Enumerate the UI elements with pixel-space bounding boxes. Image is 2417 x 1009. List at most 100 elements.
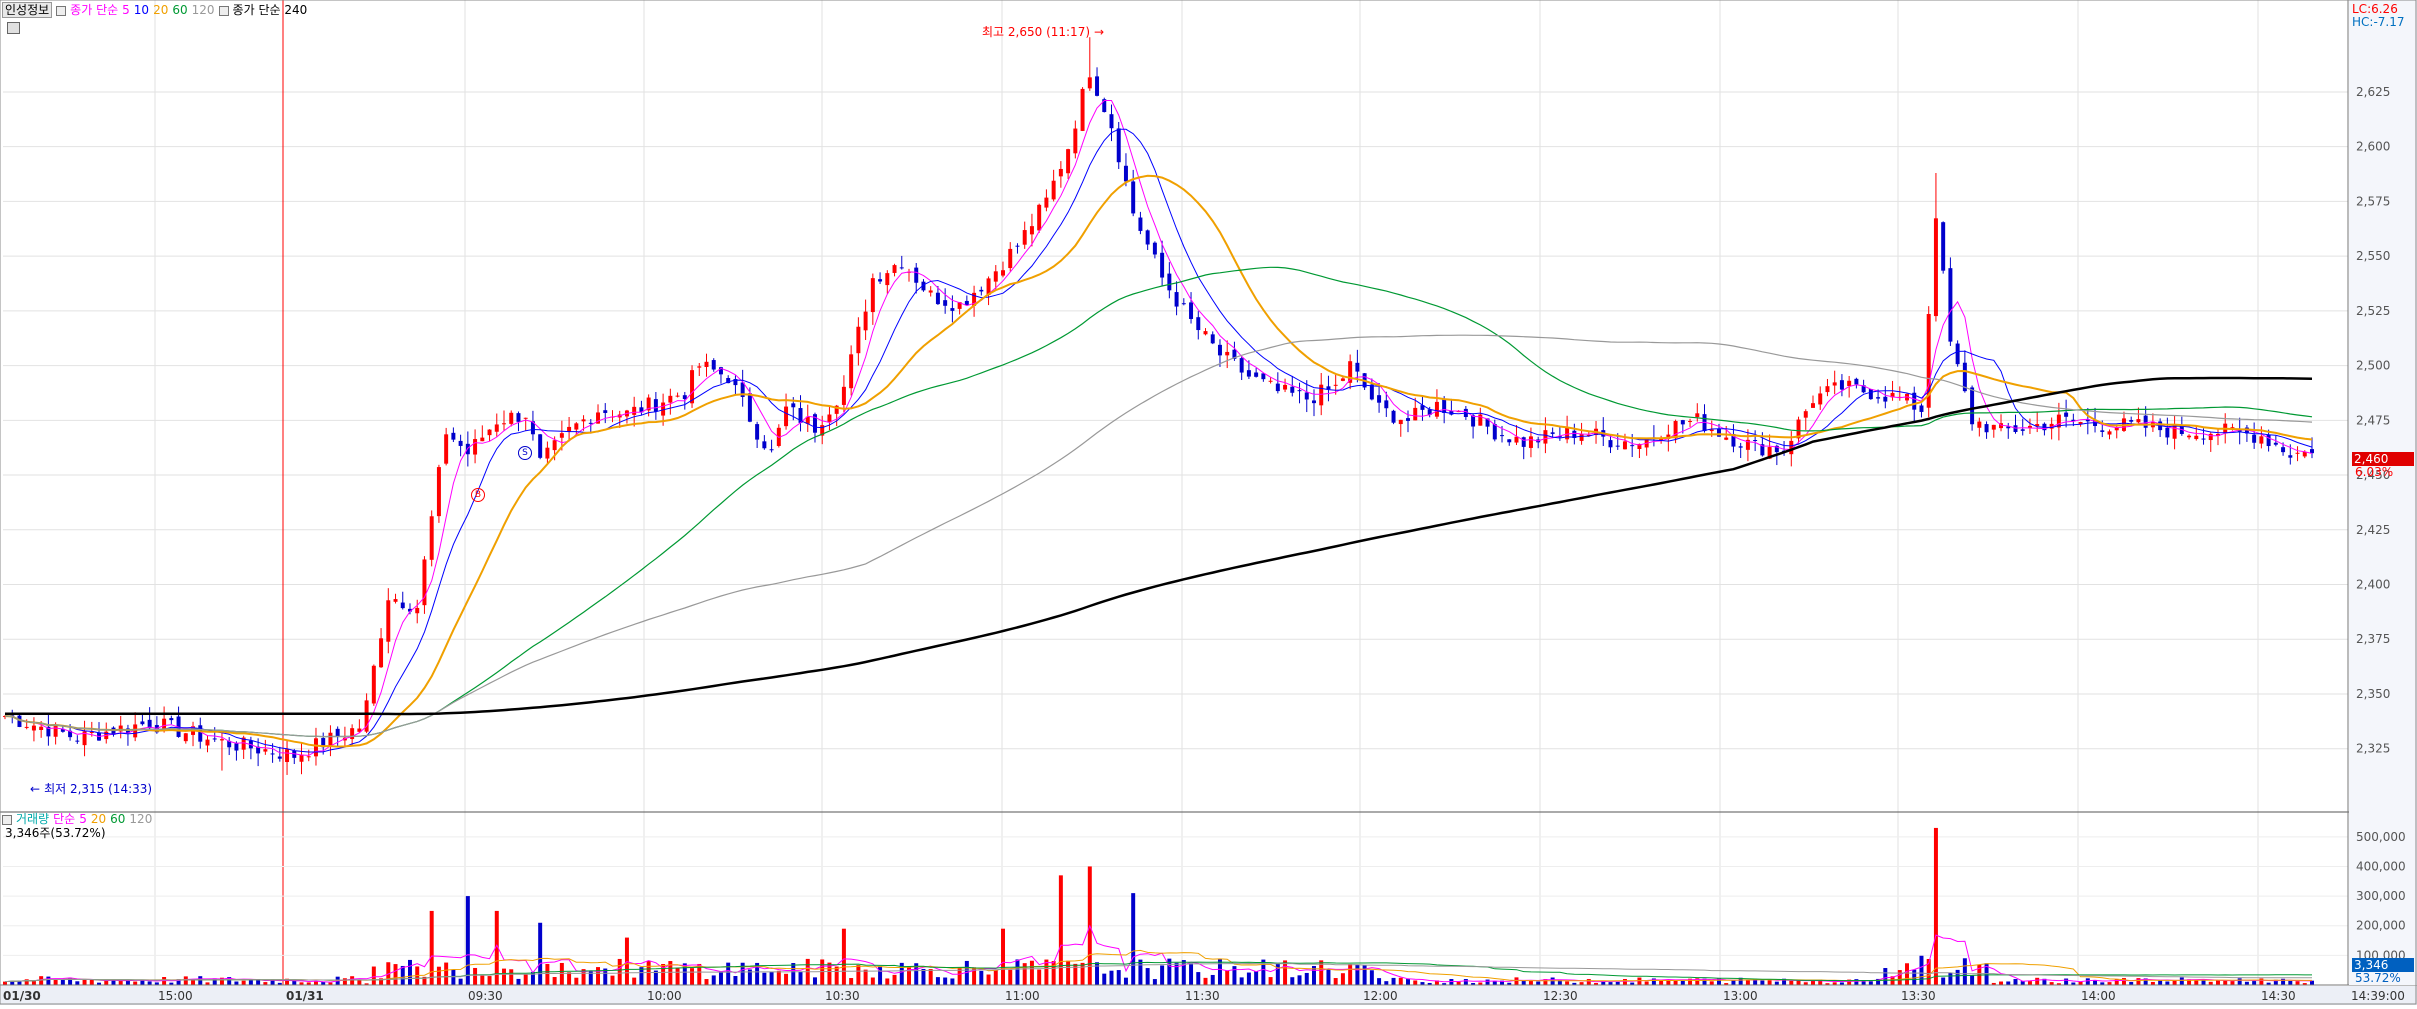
sell-signal-marker[interactable]: S: [518, 446, 532, 460]
candle-body: [1984, 424, 1989, 433]
time-tick-label: 13:30: [1901, 989, 1936, 1003]
volume-bar: [1427, 982, 1432, 985]
volume-bar: [1883, 968, 1888, 985]
candle-body: [530, 421, 535, 435]
volume-legend-ma-title: 단순: [53, 812, 76, 826]
candle-body: [1239, 358, 1244, 373]
volume-bar: [1297, 975, 1302, 985]
volume-bar: [480, 974, 485, 985]
volume-bar: [219, 977, 224, 985]
volume-bar: [776, 970, 781, 985]
candle-body: [350, 728, 355, 740]
candle-body: [791, 403, 796, 408]
candle-body: [379, 638, 384, 668]
price-tick-label: 2,450: [2356, 468, 2390, 482]
volume-bar: [1485, 979, 1490, 985]
candle-body: [1196, 317, 1201, 331]
candle-body: [538, 434, 543, 458]
volume-bar: [885, 978, 890, 985]
volume-bar: [552, 977, 557, 985]
volume-bar: [17, 980, 22, 985]
candle-body: [1716, 428, 1721, 437]
candle-body: [2187, 435, 2192, 438]
volume-bar: [596, 967, 601, 985]
volume-bar: [2172, 979, 2177, 985]
volume-bar: [1449, 979, 1454, 985]
volume-bar: [1008, 969, 1013, 985]
volume-bar: [1999, 981, 2004, 985]
volume-bar: [3, 981, 7, 985]
candle-body: [133, 724, 138, 738]
candle-body: [892, 265, 897, 273]
candle-body: [559, 433, 564, 438]
chart-menu-icon[interactable]: [7, 22, 20, 34]
time-tick-label: 13:00: [1723, 989, 1758, 1003]
volume-bar: [1217, 958, 1222, 985]
candle-body: [1037, 204, 1042, 231]
candle-body: [2114, 427, 2119, 431]
time-tick-label: 14:30: [2261, 989, 2296, 1003]
candle-body: [1073, 128, 1078, 154]
volume-bar: [509, 969, 514, 985]
candle-body: [596, 412, 601, 424]
volume-bar: [1941, 977, 1946, 985]
volume-bar: [133, 981, 138, 985]
candle-body: [1492, 424, 1497, 440]
volume-bar: [1268, 977, 1273, 985]
candle-body: [335, 728, 340, 737]
buy-signal-marker[interactable]: B: [471, 488, 485, 502]
ma240-legend-marker-icon[interactable]: [218, 5, 229, 16]
candle-body: [371, 665, 376, 704]
volume-bar: [1970, 975, 1975, 985]
volume-bar: [270, 979, 275, 985]
volume-current-value: 3,346주(53.72%): [5, 826, 106, 840]
volume-bar: [241, 980, 246, 985]
time-tick-label: 10:00: [647, 989, 682, 1003]
high-price-annotation: 최고 2,650 (11:17) →: [982, 25, 1108, 39]
candle-body: [111, 727, 116, 735]
volume-bar: [154, 982, 159, 985]
ma-legend-marker-icon[interactable]: [56, 5, 67, 16]
candle-body: [603, 410, 608, 413]
candle-body: [1688, 421, 1693, 423]
candle-body: [1377, 395, 1382, 403]
candle-body: [162, 718, 167, 731]
volume-bar: [1152, 979, 1157, 985]
volume-bar: [1630, 982, 1635, 985]
volume-bar: [1210, 974, 1215, 985]
volume-bar: [313, 981, 318, 985]
candle-body: [1333, 384, 1338, 386]
candle-body: [1304, 392, 1309, 400]
candle-body: [1420, 405, 1425, 410]
volume-bar: [1507, 982, 1512, 985]
candle-body: [1058, 168, 1063, 177]
volume-bar: [2042, 978, 2047, 985]
volume-bar: [1926, 959, 1931, 985]
volume-bar: [2006, 981, 2011, 985]
volume-bar: [1138, 959, 1143, 985]
volume-bar: [60, 979, 65, 985]
candle-body: [1579, 433, 1584, 441]
volume-bar: [863, 969, 868, 985]
volume-bar: [1116, 970, 1121, 985]
candle-body: [285, 749, 290, 763]
candle-body: [921, 281, 926, 291]
volume-bar: [1391, 977, 1396, 985]
volume-bar: [2266, 982, 2271, 985]
volume-bar: [1189, 963, 1194, 985]
candle-body: [1565, 427, 1570, 440]
volume-legend-marker-icon[interactable]: [2, 814, 12, 825]
candle-body: [2295, 452, 2300, 454]
volume-bar: [1196, 972, 1201, 985]
volume-bar: [530, 971, 535, 985]
volume-bar: [1384, 981, 1389, 985]
candle-body: [227, 740, 232, 748]
candle-body: [1369, 384, 1374, 400]
time-tick-label: 12:00: [1363, 989, 1398, 1003]
candle-body: [1948, 268, 1953, 342]
candle-body: [711, 360, 716, 370]
candle-body: [827, 414, 832, 423]
stock-name-tag[interactable]: 인성정보: [2, 2, 53, 18]
volume-bar: [1355, 964, 1360, 985]
